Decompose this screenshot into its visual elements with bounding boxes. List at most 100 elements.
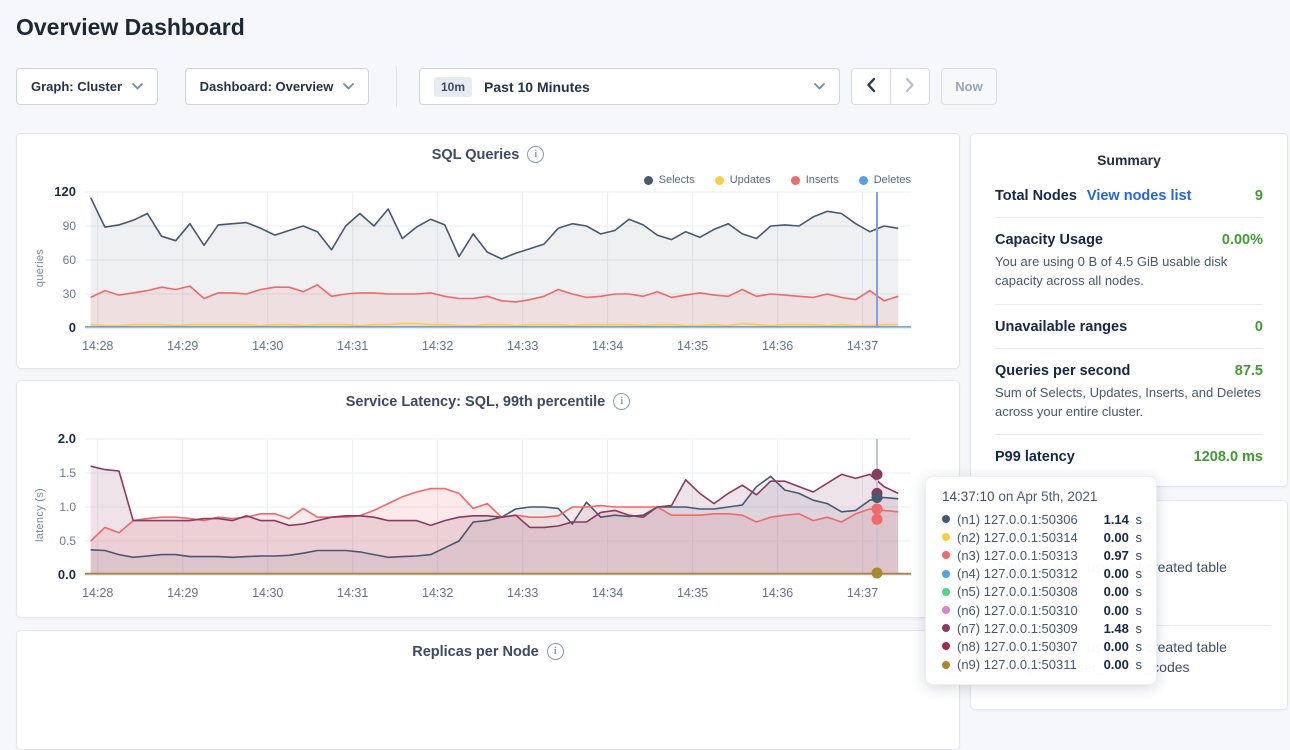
summary-panel: Summary Total Nodes View nodes list 9 Capac… bbox=[970, 133, 1288, 487]
time-next-button bbox=[890, 69, 929, 104]
summary-row-label: Queries per second bbox=[995, 362, 1131, 379]
x-tick-label: 14:31 bbox=[337, 586, 368, 600]
x-tick-label: 14:33 bbox=[507, 586, 538, 600]
toolbar-divider bbox=[396, 66, 397, 107]
summary-row-label: Capacity Usage bbox=[995, 232, 1103, 248]
dashboard-dropdown[interactable]: Dashboard: Overview bbox=[185, 68, 369, 105]
tooltip-timestamp: 14:37:10 on Apr 5th, 2021 bbox=[942, 489, 1142, 504]
legend-item-deletes[interactable]: Deletes bbox=[858, 174, 911, 186]
node-color-dot-icon bbox=[942, 551, 950, 560]
tooltip-date: on Apr 5th, 2021 bbox=[994, 489, 1098, 504]
legend-item-inserts[interactable]: Inserts bbox=[790, 174, 839, 186]
chart-hover-tooltip: 14:37:10 on Apr 5th, 2021 (n1) 127.0.0.1… bbox=[925, 476, 1157, 685]
summary-row-value: 9 bbox=[1254, 188, 1263, 204]
tooltip-node-row: (n1) 127.0.0.1:50306 1.14 s bbox=[942, 510, 1142, 528]
summary-row: P99 latency 1208.0 ms bbox=[995, 435, 1263, 478]
y-tick-label: 90 bbox=[63, 219, 77, 233]
x-tick-label: 14:36 bbox=[762, 586, 793, 600]
legend-item-selects[interactable]: Selects bbox=[643, 174, 695, 186]
x-tick-label: 14:34 bbox=[592, 339, 623, 353]
x-tick-label: 14:36 bbox=[762, 339, 793, 353]
node-color-dot-icon bbox=[942, 533, 950, 542]
x-tick-label: 14:35 bbox=[677, 339, 708, 353]
info-icon[interactable]: i bbox=[527, 146, 545, 163]
tooltip-node-address: (n1) 127.0.0.1:50306 bbox=[957, 511, 1078, 527]
y-tick-label: 120 bbox=[54, 186, 76, 199]
legend-label: Selects bbox=[658, 174, 695, 186]
sql-queries-chart[interactable]: 0 30 60 90 120 14:28 14:29 14:30 14:31 14:32 14:33… bbox=[23, 184, 919, 363]
legend-label: Updates bbox=[729, 174, 771, 186]
summary-row-value: 87.5 bbox=[1234, 362, 1263, 379]
tooltip-node-row: (n9) 127.0.0.1:50311 0.00 s bbox=[942, 656, 1142, 674]
info-icon[interactable]: i bbox=[613, 393, 631, 410]
summary-row-head: Unavailable ranges 0 bbox=[995, 319, 1263, 335]
legend-dot-icon bbox=[643, 175, 653, 185]
tooltip-value-unit: s bbox=[1131, 620, 1142, 636]
graph-dropdown[interactable]: Graph: Cluster bbox=[16, 68, 158, 105]
tooltip-node-address: (n2) 127.0.0.1:50314 bbox=[957, 529, 1078, 545]
tooltip-node-row: (n2) 127.0.0.1:50314 0.00 s bbox=[942, 528, 1142, 546]
summary-row-head: Total Nodes View nodes list 9 bbox=[995, 188, 1263, 204]
time-range-badge: 10m bbox=[434, 76, 473, 97]
info-icon[interactable]: i bbox=[546, 643, 564, 660]
summary-row-head: Capacity Usage 0.00% bbox=[995, 232, 1263, 248]
tooltip-node-value: 0.97 s bbox=[1103, 547, 1142, 563]
node-color-dot-icon bbox=[942, 569, 950, 578]
time-prev-button[interactable] bbox=[852, 69, 890, 104]
tooltip-node-value: 0.00 s bbox=[1103, 657, 1142, 673]
node-color-dot-icon bbox=[942, 606, 950, 615]
summary-row: Unavailable ranges 0 bbox=[995, 305, 1263, 349]
summary-row-value: 0.00% bbox=[1221, 232, 1263, 248]
service-latency-title: Service Latency: SQL, 99th percentile bbox=[345, 393, 606, 410]
tooltip-node-row: (n7) 127.0.0.1:50309 1.48 s bbox=[942, 619, 1142, 637]
tooltip-node-value: 0.00 s bbox=[1103, 566, 1142, 582]
page-title: Overview Dashboard bbox=[16, 14, 245, 40]
tooltip-value-unit: s bbox=[1131, 657, 1142, 673]
node-color-dot-icon bbox=[942, 660, 950, 669]
summary-row: Total Nodes View nodes list 9 bbox=[995, 174, 1263, 218]
tooltip-node-address: (n3) 127.0.0.1:50313 bbox=[957, 547, 1078, 563]
service-latency-card: Service Latency: SQL, 99th percentile i … bbox=[16, 380, 960, 618]
view-nodes-list-link[interactable]: View nodes list bbox=[1086, 188, 1192, 204]
tooltip-node-row: (n6) 127.0.0.1:50310 0.00 s bbox=[942, 601, 1142, 619]
x-tick-label: 14:28 bbox=[82, 339, 113, 353]
tooltip-node-address: (n7) 127.0.0.1:50309 bbox=[957, 620, 1078, 636]
tooltip-value-unit: s bbox=[1131, 638, 1142, 654]
tooltip-node-address: (n5) 127.0.0.1:50308 bbox=[957, 584, 1078, 600]
summary-row-label: Unavailable ranges bbox=[995, 318, 1128, 335]
tooltip-node-value: 0.00 s bbox=[1103, 529, 1142, 545]
x-tick-label: 14:33 bbox=[507, 339, 538, 353]
tooltip-node-address: (n8) 127.0.0.1:50307 bbox=[957, 638, 1078, 654]
tooltip-value-unit: s bbox=[1131, 584, 1142, 600]
y-tick-label: 0 bbox=[69, 320, 76, 335]
tooltip-node-row: (n3) 127.0.0.1:50313 0.97 s bbox=[942, 546, 1142, 564]
node-color-dot-icon bbox=[942, 642, 950, 651]
legend-dot-icon bbox=[790, 175, 800, 185]
tooltip-value-unit: s bbox=[1131, 529, 1142, 545]
time-range-selector[interactable]: 10m Past 10 Minutes bbox=[419, 68, 840, 105]
summary-row-description: You are using 0 B of 4.5 GiB usable disk… bbox=[995, 254, 1228, 288]
tooltip-node-row: (n8) 127.0.0.1:50307 0.00 s bbox=[942, 637, 1142, 655]
chevron-right-icon bbox=[905, 77, 915, 96]
service-latency-chart[interactable]: 0.0 0.5 1.0 1.5 2.0 14:28 14:29 14:30 14:31 14:32… bbox=[23, 431, 919, 610]
tooltip-node-value: 1.14 s bbox=[1103, 511, 1142, 527]
legend-item-updates[interactable]: Updates bbox=[714, 174, 771, 186]
y-tick-label: 0.0 bbox=[58, 567, 76, 582]
dashboard-dropdown-label: Dashboard: Overview bbox=[199, 79, 334, 94]
tooltip-node-row: (n5) 127.0.0.1:50308 0.00 s bbox=[942, 583, 1142, 601]
sql-legend: Selects Updates Inserts Deletes bbox=[643, 174, 911, 186]
x-tick-label: 14:29 bbox=[167, 586, 198, 600]
summary-row-label: Total Nodes bbox=[995, 188, 1077, 204]
summary-row-value: 0 bbox=[1254, 318, 1263, 335]
summary-row: Capacity Usage 0.00% You are using 0 B of … bbox=[995, 218, 1263, 305]
chevron-down-icon bbox=[814, 83, 825, 90]
legend-dot-icon bbox=[858, 175, 868, 185]
summary-row-head: Queries per second 87.5 bbox=[995, 363, 1263, 379]
chevron-left-icon bbox=[866, 77, 876, 96]
tooltip-value-unit: s bbox=[1131, 566, 1142, 582]
graph-dropdown-label: Graph: Cluster bbox=[30, 79, 122, 94]
summary-row-description: Sum of Selects, Updates, Inserts, and De… bbox=[995, 384, 1261, 419]
x-tick-label: 14:32 bbox=[422, 586, 453, 600]
x-tick-label: 14:37 bbox=[847, 339, 878, 353]
replicas-per-node-card: Replicas per Node i bbox=[16, 630, 960, 750]
